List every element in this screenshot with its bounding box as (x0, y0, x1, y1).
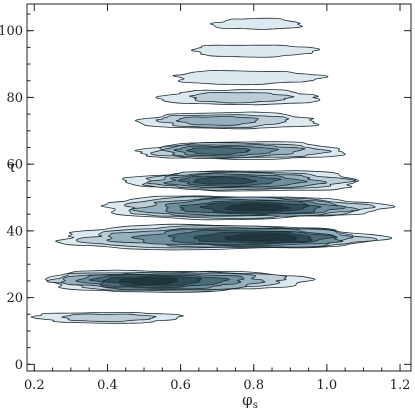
contour-band (45, 269, 316, 293)
contour-level-2 (61, 313, 157, 322)
tick-layer (27, 4, 411, 371)
contour-band (55, 223, 393, 251)
x-axis-label-main: φ (242, 391, 253, 409)
x-axis-label-sub: s (253, 400, 258, 411)
y-tick-label: 60 (6, 158, 23, 173)
x-axis-label: φs (242, 391, 258, 411)
contour-band (100, 195, 396, 221)
x-tick-label: 0.8 (243, 378, 264, 393)
contour-level-1 (209, 17, 303, 30)
y-tick-label: 40 (6, 224, 23, 239)
tick-label-layer: 0.2 0.4 0.6 0.8 1.0 1.2 0 20 40 60 80 100 (0, 24, 410, 393)
contour-band (209, 17, 303, 30)
contour-level-7 (224, 203, 291, 212)
contour-band (191, 44, 320, 58)
x-tick-label: 0.2 (24, 378, 45, 393)
contour-level-7 (118, 277, 179, 285)
contour-band (134, 141, 346, 161)
contour-level-1 (172, 70, 329, 86)
contour-band (122, 170, 359, 192)
y-tick-label: 80 (6, 91, 23, 106)
contour-level-1 (191, 44, 320, 58)
y-tick-label: 0 (15, 358, 23, 373)
x-tick-label: 1.2 (390, 378, 411, 393)
y-tick-label: 100 (0, 24, 23, 39)
contour-layer (30, 17, 396, 324)
plot-frame (26, 3, 412, 372)
contour-level-6 (192, 176, 258, 185)
x-tick-label: 1.0 (317, 378, 338, 393)
y-axis-label: τ (8, 158, 16, 176)
contour-level-3 (175, 116, 259, 126)
contour-level-2 (189, 92, 295, 104)
contour-level-5 (185, 147, 251, 155)
contour-level-7 (222, 233, 298, 242)
contour-band (134, 111, 320, 130)
contour-band (155, 89, 321, 106)
contour-band (172, 70, 329, 86)
y-tick-label: 20 (6, 291, 23, 306)
x-tick-label: 0.4 (97, 378, 118, 393)
contour-band (30, 312, 184, 324)
x-tick-label: 0.6 (170, 378, 191, 393)
